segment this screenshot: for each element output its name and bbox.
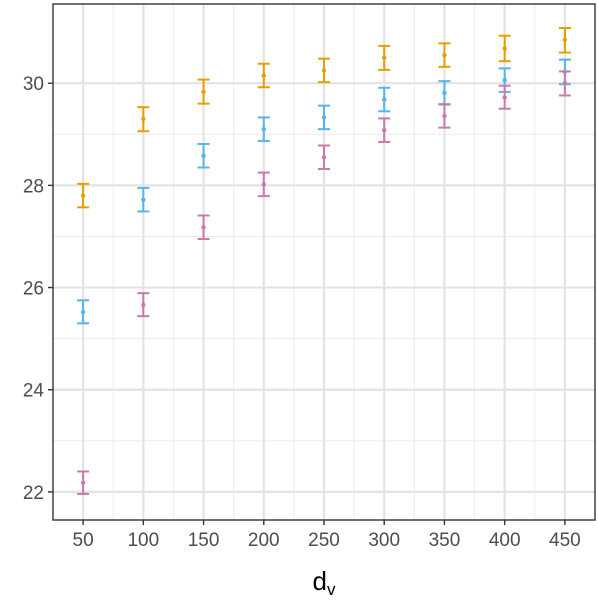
y-tick-label: 28 (23, 176, 44, 197)
data-point (442, 113, 447, 119)
data-point (562, 37, 568, 42)
data-point (382, 55, 387, 60)
data-point (80, 309, 86, 315)
data-point (261, 126, 266, 132)
x-tick-label: 250 (308, 530, 340, 551)
data-point (141, 197, 146, 202)
series-layer (77, 27, 571, 495)
data-point (201, 225, 206, 230)
data-point (141, 116, 146, 122)
data-point (141, 302, 146, 308)
x-tick-label: 50 (73, 530, 94, 551)
data-point (562, 80, 568, 86)
x-tick-label: 100 (127, 530, 159, 551)
data-point (502, 46, 507, 51)
x-tick-label: 350 (429, 530, 461, 551)
y-tick-label: 24 (23, 381, 45, 402)
y-tick-label: 22 (23, 483, 44, 504)
x-tick-label: 200 (248, 530, 280, 551)
series-group (77, 70, 571, 495)
data-point (261, 73, 266, 78)
data-point (382, 97, 387, 102)
axes: 50 100 150 200 250 300 350 400 450 22 24 26 28 30 (23, 74, 581, 551)
data-point (442, 52, 447, 58)
y-tick-label: 30 (23, 74, 44, 95)
data-point (201, 89, 206, 95)
data-point (502, 77, 507, 83)
data-point (261, 182, 266, 187)
x-tick-label: 150 (188, 530, 220, 551)
data-point (321, 68, 327, 73)
series-group (77, 27, 571, 209)
x-tick-label: 300 (368, 530, 400, 551)
data-point (80, 480, 86, 485)
data-point (442, 90, 447, 96)
x-tick-label: 400 (489, 530, 521, 551)
data-point (201, 153, 206, 158)
data-point (321, 115, 327, 120)
data-point (382, 127, 387, 133)
data-point (502, 95, 507, 100)
data-point (80, 193, 86, 198)
x-tick-label: 450 (549, 530, 581, 551)
data-point (321, 155, 327, 160)
y-tick-label: 26 (23, 279, 44, 300)
x-axis-title: dv (313, 566, 336, 599)
